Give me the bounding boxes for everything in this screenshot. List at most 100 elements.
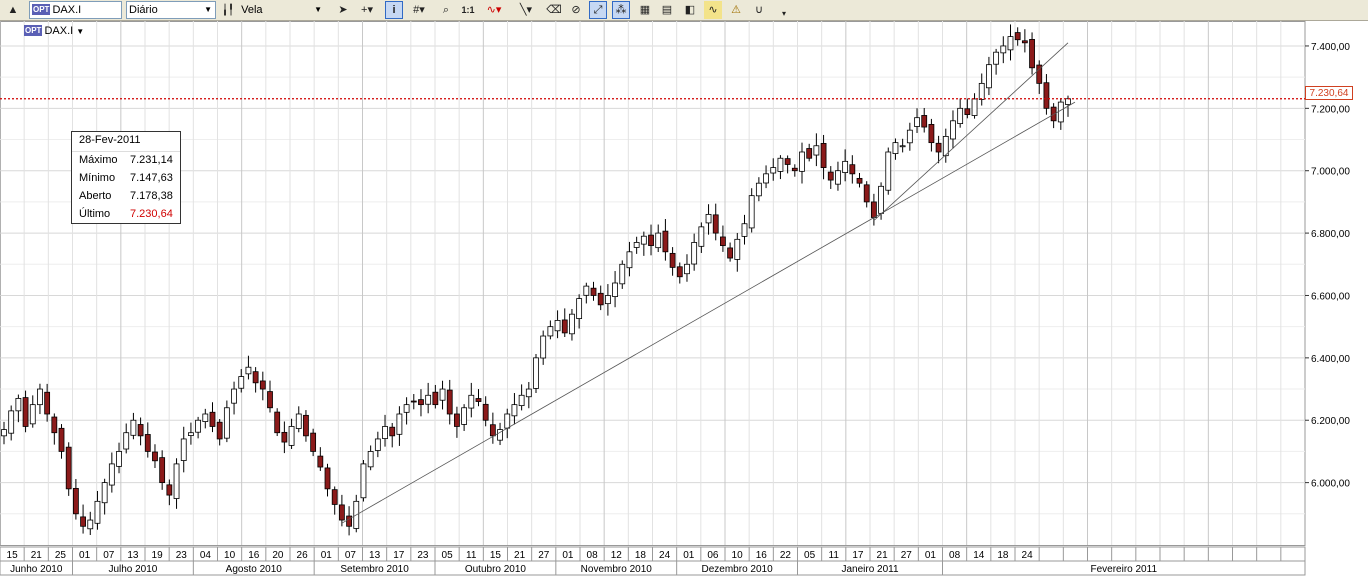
candle-body: [8, 410, 15, 434]
candle-body: [870, 201, 877, 218]
candle-body: [569, 313, 575, 335]
x-day-label: 25: [55, 550, 67, 561]
candle-body: [734, 238, 741, 260]
compare-icon[interactable]: ▤: [661, 4, 673, 16]
candle-body: [188, 432, 194, 436]
candle-body: [418, 399, 424, 406]
eraser-icon[interactable]: ⌫: [546, 4, 562, 16]
alert-icon[interactable]: ⚠: [731, 4, 741, 16]
chart-symbol-label[interactable]: OPT DAX.I ▼: [24, 25, 84, 37]
last-price-tag: 7.230,64: [1305, 86, 1353, 100]
x-day-label: 21: [877, 550, 889, 561]
x-month-label: Outubro 2010: [465, 564, 527, 575]
candle-body: [22, 397, 29, 427]
candle-body: [108, 463, 115, 486]
template-icon[interactable]: ▦: [639, 4, 651, 16]
x-day-label: 24: [1022, 550, 1034, 561]
wave-icon[interactable]: ∿: [704, 1, 722, 19]
candle-body: [367, 451, 374, 468]
candle-body: [720, 236, 726, 246]
ratio-button[interactable]: 1:1: [461, 5, 475, 15]
candle-body: [619, 263, 626, 285]
info-value: 7.231,14: [130, 154, 173, 166]
candle-body: [518, 394, 525, 407]
symbol-combo[interactable]: OPT DAX.I: [29, 1, 122, 19]
candle-body: [791, 167, 798, 172]
x-day-label: 16: [756, 550, 768, 561]
y-tick-label: 7.200,00: [1311, 104, 1350, 115]
x-day-label: 05: [442, 550, 454, 561]
candle-body: [993, 51, 1000, 65]
info-label: Mínimo: [79, 172, 116, 184]
candle-body: [1036, 64, 1043, 84]
grid-icon[interactable]: #▾: [413, 4, 425, 16]
y-tick-label: 6.200,00: [1311, 416, 1350, 427]
x-day-label: 12: [611, 550, 623, 561]
autoscale-icon[interactable]: ⤢: [589, 1, 607, 19]
info-icon[interactable]: i: [385, 1, 403, 19]
symbol-badge: OPT: [32, 4, 51, 15]
info-row-min: Mínimo 7.147,63: [72, 170, 180, 187]
trendline-short: [873, 42, 1069, 221]
y-tick-label: 7.400,00: [1311, 42, 1350, 53]
candle-body: [770, 167, 777, 174]
layout-icon[interactable]: ◧: [684, 4, 696, 16]
y-tick-label: 6.400,00: [1311, 354, 1350, 365]
indicator-icon[interactable]: ∿▾: [486, 4, 502, 16]
candle-body: [159, 457, 166, 484]
info-date: 28-Fev-2011: [79, 134, 141, 146]
x-day-label: 10: [224, 550, 236, 561]
candle-body: [669, 252, 676, 268]
x-day-label: 21: [514, 550, 526, 561]
zoom-icon[interactable]: ⌕: [442, 4, 450, 16]
crosshair-icon[interactable]: +▾: [361, 4, 373, 16]
chart-style-select[interactable]: ╽╿ Vela ▼: [222, 1, 326, 19]
erase-all-icon[interactable]: ⊘: [571, 4, 581, 16]
period-select[interactable]: Diário ▼: [126, 1, 216, 19]
candle-body: [245, 366, 252, 375]
candle-body: [259, 380, 266, 390]
candle-body: [799, 151, 805, 172]
candle-body: [597, 292, 604, 306]
candle-body: [547, 326, 554, 337]
line-tool-icon[interactable]: ╲▾: [519, 4, 533, 16]
cursor-icon[interactable]: ➤: [338, 4, 348, 16]
candle-body: [561, 319, 568, 334]
candle-body: [29, 404, 36, 425]
candle-body: [748, 195, 755, 229]
candle-body: [360, 463, 367, 499]
candle-body: [288, 426, 295, 446]
candle-body: [698, 226, 705, 247]
x-day-label: 04: [200, 550, 212, 561]
x-day-label: 18: [635, 550, 647, 561]
x-day-label: 01: [683, 550, 695, 561]
candle-body: [727, 247, 734, 259]
candlestick-chart[interactable]: 7.400,00 7.200,00 7.000,00 6.800,00 6.600,00…: [0, 21, 1368, 583]
candle-body: [295, 413, 302, 429]
x-day-label: 11: [466, 550, 477, 561]
candle-body: [454, 413, 460, 427]
candle-body: [856, 177, 863, 184]
info-label: Último: [79, 208, 111, 220]
candle-body: [899, 145, 906, 148]
scroll-up-icon[interactable]: ▲: [7, 4, 19, 16]
candle-body: [950, 120, 956, 140]
candle-body: [94, 500, 101, 524]
candle-body: [885, 151, 892, 191]
x-day-label: 15: [7, 550, 19, 561]
x-day-label: 20: [272, 550, 284, 561]
snap-icon[interactable]: ⁂: [612, 1, 630, 19]
candle-body: [604, 295, 611, 305]
candle-body: [533, 357, 539, 389]
candle-body: [51, 416, 58, 434]
magnet-icon[interactable]: ∪: [754, 4, 764, 16]
x-month-label: Agosto 2010: [226, 564, 283, 575]
candle-body: [338, 504, 345, 521]
chevron-down-icon: ▼: [76, 27, 85, 36]
toolbar-overflow-icon[interactable]: ▾: [781, 9, 786, 18]
candle-body: [576, 298, 583, 319]
candle-body: [511, 404, 518, 417]
candle-body: [741, 223, 748, 237]
candle-body: [166, 484, 173, 496]
x-month-label: Dezembro 2010: [702, 564, 774, 575]
